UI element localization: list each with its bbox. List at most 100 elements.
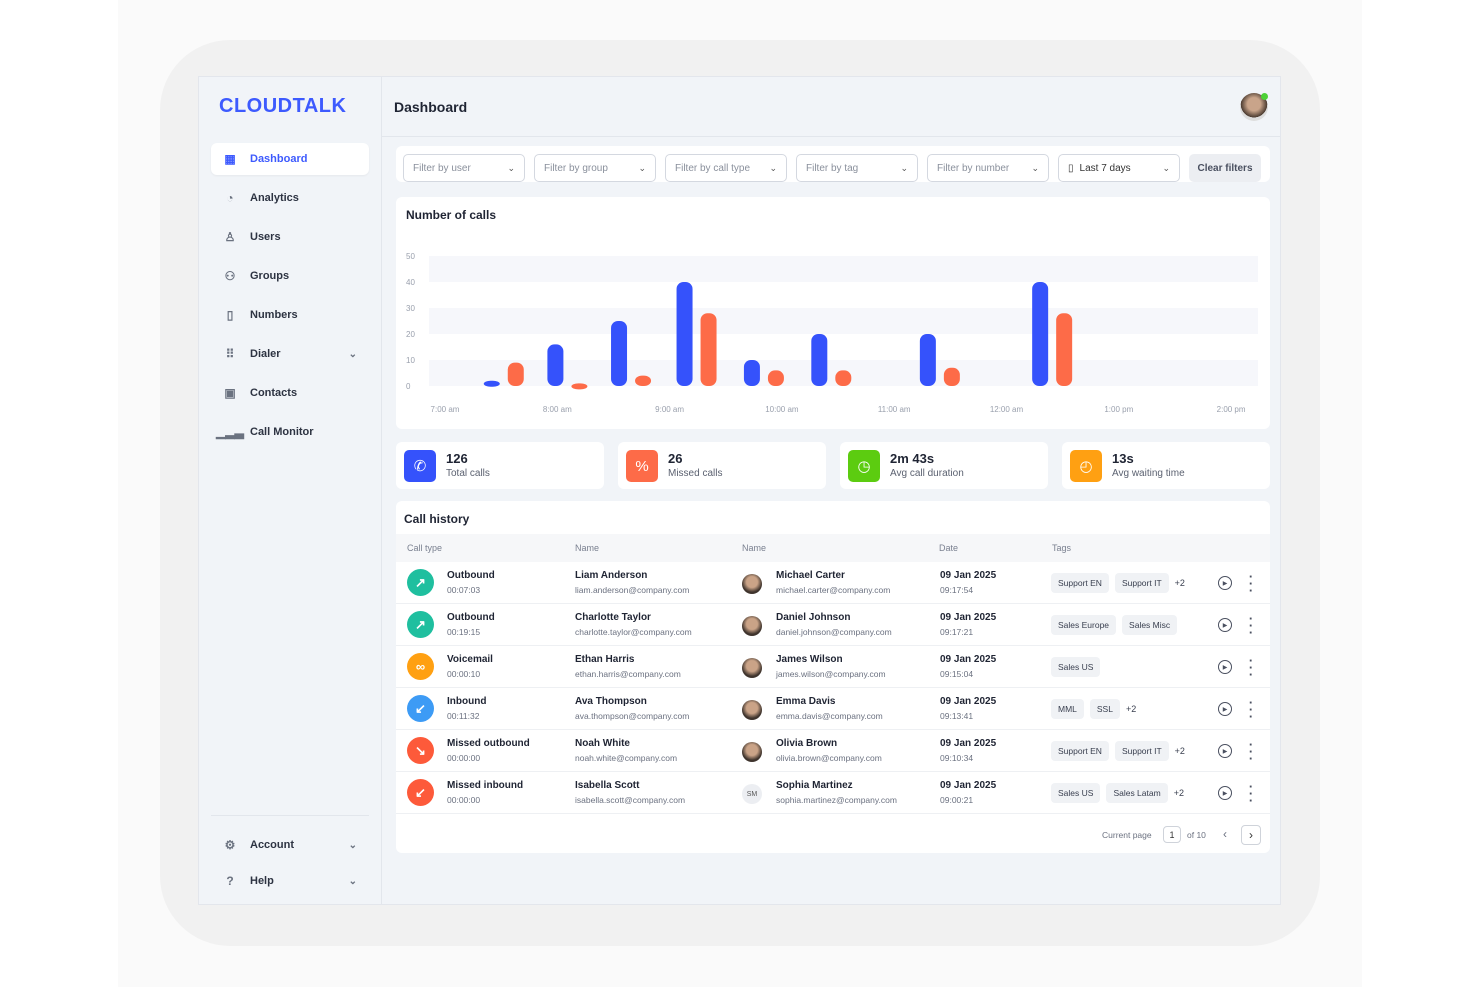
sidebar-item-label: Call Monitor [250, 426, 314, 438]
more-options-icon[interactable]: · · · [1248, 737, 1254, 766]
table-row[interactable]: ↙ Inbound 00:11:32 Ava Thompson ava.thom… [396, 688, 1270, 730]
more-tags-count[interactable]: +2 [1173, 788, 1184, 798]
filter-group-dropdown[interactable]: Filter by group ⌄ [534, 154, 656, 182]
sidebar-item-account[interactable]: ⚙ Account ⌄ [211, 829, 369, 861]
filter-bar: Filter by user ⌄ Filter by group ⌄ Filter … [396, 146, 1270, 182]
contact-email: charlotte.taylor@company.com [575, 627, 692, 637]
sidebar-item-label: Contacts [250, 387, 298, 399]
play-recording-icon[interactable]: ▶ [1218, 702, 1232, 716]
agent-email: sophia.martinez@company.com [776, 795, 897, 805]
table-row[interactable]: ↗ Outbound 00:07:03 Liam Anderson liam.a… [396, 562, 1270, 604]
page-total: of 10 [1187, 830, 1206, 840]
contact-name[interactable]: Ava Thompson [575, 696, 647, 707]
calls-bar-chart: 50 40 30 20 10 0 7:00 am 8:00 am 9:00 am 10:00 am… [406, 252, 1258, 414]
contact-book-icon: ▣ [224, 386, 236, 400]
call-type-icon: ↙ [407, 779, 434, 806]
users-icon: ⚇ [224, 269, 236, 283]
page-input[interactable]: 1 [1163, 826, 1181, 843]
missed-calls-bar [1056, 313, 1073, 386]
prev-page-button[interactable]: ‹ [1223, 827, 1227, 841]
stat-card: ✆ 126 Total calls [396, 442, 604, 489]
y-tick-label: 30 [406, 304, 415, 313]
total-calls-bar [483, 380, 500, 387]
table-row[interactable]: ↘ Missed outbound 00:00:00 Noah White no… [396, 730, 1270, 772]
contact-name[interactable]: Isabella Scott [575, 780, 640, 791]
total-calls-bar [1032, 282, 1049, 386]
tags: Sales US [1051, 657, 1101, 677]
sidebar-item-help[interactable]: ? Help ⌄ [211, 865, 369, 897]
filter-call-type-dropdown[interactable]: Filter by call type ⌄ [665, 154, 787, 182]
play-recording-icon[interactable]: ▶ [1218, 576, 1232, 590]
sidebar-item-dashboard[interactable]: ▦ Dashboard [211, 143, 369, 175]
sidebar-item-call-monitor[interactable]: ▁▂▃ Call Monitor [211, 416, 369, 448]
tag: Support IT [1114, 741, 1169, 761]
play-recording-icon[interactable]: ▶ [1218, 660, 1232, 674]
y-tick-label: 50 [406, 252, 415, 261]
sidebar-item-dialer[interactable]: ⠿ Dialer ⌄ [211, 338, 369, 370]
sidebar-item-groups[interactable]: ⚇ Groups [211, 260, 369, 292]
sidebar-item-users[interactable]: ♙ Users [211, 221, 369, 253]
x-tick-label: 9:00 am [655, 405, 684, 414]
more-options-icon[interactable]: · · · [1248, 653, 1254, 682]
more-options-icon[interactable]: · · · [1248, 779, 1254, 808]
date-range-dropdown[interactable]: ▯ Last 7 days ⌄ [1058, 154, 1180, 182]
missed-calls-bar [943, 367, 960, 386]
signal-bars-icon: ▁▂▃ [216, 425, 244, 439]
sidebar-item-analytics[interactable]: ◔ Analytics [211, 182, 369, 214]
help-icon: ? [226, 874, 234, 888]
play-recording-icon[interactable]: ▶ [1218, 786, 1232, 800]
play-recording-icon[interactable]: ▶ [1218, 618, 1232, 632]
total-calls-bar [547, 344, 564, 386]
agent-name: Sophia Martinez [776, 780, 853, 791]
missed-call-icon: % [626, 450, 658, 482]
user-icon: ♙ [224, 230, 236, 244]
table-row[interactable]: ↗ Outbound 00:19:15 Charlotte Taylor cha… [396, 604, 1270, 646]
more-tags-count[interactable]: +2 [1174, 578, 1185, 588]
phone-file-icon: ▯ [226, 308, 234, 322]
stat-value: 126 [446, 451, 468, 466]
more-tags-count[interactable]: +2 [1125, 704, 1137, 714]
filter-tag-label: Filter by tag [806, 162, 859, 174]
chevron-down-icon: ⌄ [1031, 162, 1039, 173]
more-options-icon[interactable]: · · · [1248, 569, 1254, 598]
y-tick-label: 20 [406, 330, 415, 339]
stat-label: Avg waiting time [1112, 468, 1185, 479]
filter-number-dropdown[interactable]: Filter by number ⌄ [927, 154, 1049, 182]
table-row[interactable]: ↙ Missed inbound 00:00:00 Isabella Scott… [396, 772, 1270, 814]
page-title: Dashboard [394, 99, 468, 115]
contact-name[interactable]: Ethan Harris [575, 654, 635, 665]
total-calls-bar [919, 334, 936, 386]
call-history-title: Call history [404, 512, 470, 526]
tag: Support IT [1114, 573, 1169, 593]
contact-name[interactable]: Noah White [575, 738, 630, 749]
table-row[interactable]: ∞ Voicemail 00:00:10 Ethan Harris ethan.… [396, 646, 1270, 688]
tag: Sales US [1051, 657, 1101, 677]
filter-tag-dropdown[interactable]: Filter by tag ⌄ [796, 154, 918, 182]
tags: Support EN Support IT +2 [1051, 741, 1185, 761]
agent-avatar [742, 574, 762, 594]
play-recording-icon[interactable]: ▶ [1218, 744, 1232, 758]
more-options-icon[interactable]: · · · [1248, 611, 1254, 640]
call-date: 09 Jan 2025 [940, 570, 997, 581]
timer-icon: ◴ [1070, 450, 1102, 482]
call-duration: 00:19:15 [447, 627, 481, 637]
contact-name[interactable]: Liam Anderson [575, 570, 648, 581]
contact-name[interactable]: Charlotte Taylor [575, 612, 651, 623]
more-options-icon[interactable]: · · · [1248, 695, 1254, 724]
filter-group-label: Filter by group [544, 162, 608, 174]
contact-email: ethan.harris@company.com [575, 669, 681, 679]
sidebar-item-contacts[interactable]: ▣ Contacts [211, 377, 369, 409]
tags: Support EN Support IT +2 [1051, 573, 1185, 593]
x-tick-label: 2:00 pm [1217, 405, 1246, 414]
sidebar-item-numbers[interactable]: ▯ Numbers [211, 299, 369, 331]
next-page-button[interactable]: › [1241, 825, 1261, 845]
agent-email: emma.davis@company.com [776, 711, 883, 721]
tags: Sales US Sales Latam +2 [1051, 783, 1184, 803]
filter-user-dropdown[interactable]: Filter by user ⌄ [403, 154, 525, 182]
table-header [396, 534, 1270, 562]
clear-filters-button[interactable]: Clear filters [1189, 154, 1261, 182]
more-tags-count[interactable]: +2 [1174, 746, 1185, 756]
agent-name: Daniel Johnson [776, 612, 851, 623]
online-status-dot [1261, 93, 1268, 100]
call-time: 09:17:54 [940, 585, 974, 595]
